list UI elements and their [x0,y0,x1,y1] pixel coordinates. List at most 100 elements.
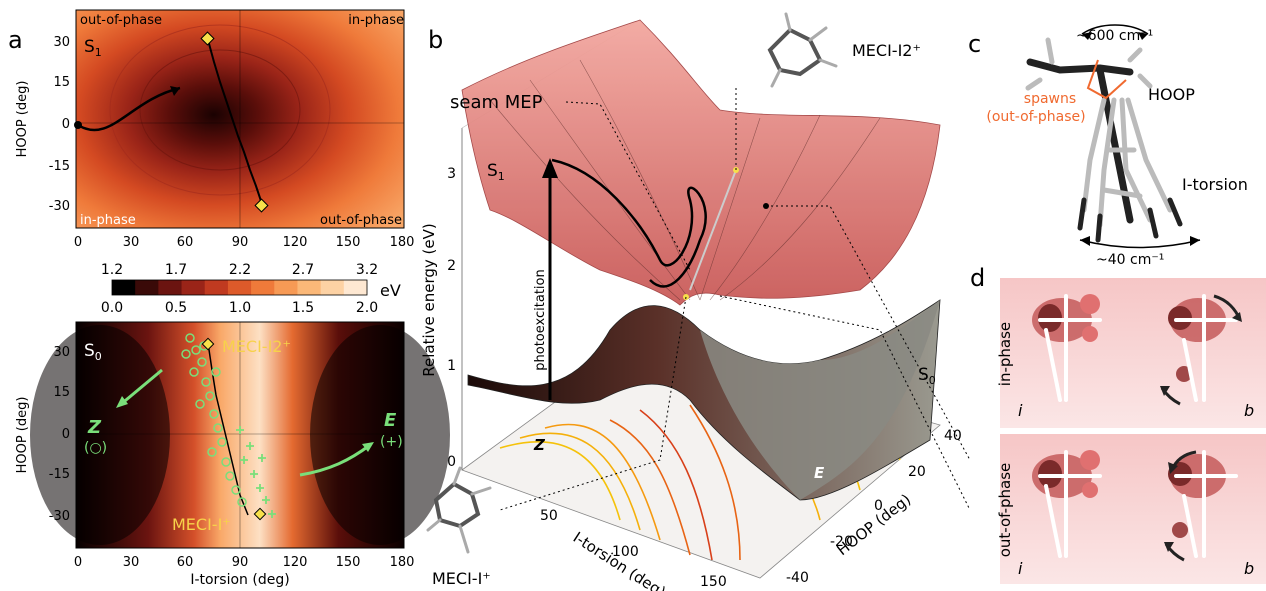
svg-text:1.7: 1.7 [165,262,187,278]
colorbar-swatch [297,280,322,295]
s1-state-label: S1 [84,37,102,59]
svg-text:0: 0 [74,555,82,570]
panel-a-bottom-yticks: 30 15 0 -15 -30 [49,345,70,524]
colorbar-unit: eV [380,281,401,300]
out-of-phase-label: out-of-phase [996,463,1014,558]
colorbar-swatch [274,280,298,295]
svg-text:-15: -15 [49,159,70,174]
svg-text:2.7: 2.7 [292,262,314,278]
svg-text:20: 20 [908,464,926,480]
seam-mep-line [689,169,737,291]
freq-low-label: ~40 cm⁻¹ [1096,252,1164,268]
meci-marker-top [200,31,215,46]
svg-text:0: 0 [874,498,883,514]
svg-text:180: 180 [390,235,415,250]
svg-text:150: 150 [336,235,361,250]
out-of-phase-orbitals [1032,450,1238,562]
svg-text:1: 1 [447,358,456,374]
svg-text:15: 15 [53,385,70,400]
colorbar-swatch [251,280,275,295]
colorbar-swatch [135,280,159,295]
out-of-phase-b-label: b [1244,559,1254,578]
svg-text:40: 40 [944,428,962,444]
meci-i2-marker [201,337,215,351]
svg-text:-40: -40 [786,570,809,586]
svg-text:150: 150 [700,574,727,590]
svg-text:1.2: 1.2 [101,262,123,278]
svg-text:30: 30 [123,555,140,570]
svg-text:150: 150 [336,555,361,570]
svg-text:2.0: 2.0 [356,300,378,316]
svg-text:0: 0 [447,454,456,470]
spawns-label: spawns [1024,91,1076,107]
panel-a-top-xticks: 0 30 60 90 120 150 180 [74,235,415,250]
seam-mep-label: seam MEP [450,92,543,113]
out-of-phase-panel [1000,434,1266,584]
trajectory-arrow [77,86,181,132]
panel-b-plot [461,19,971,579]
svg-text:100: 100 [612,544,639,560]
panel-b-yticks: 40 20 0 -20 -40 [786,428,962,586]
corner-bottom-right: out-of-phase [320,213,402,228]
meci-i-molecule [426,466,492,554]
photoexcitation-label: photoexcitation [533,269,548,370]
panel-label-b: b [428,26,443,54]
svg-text:0: 0 [74,235,82,250]
colorbar-swatch [181,280,206,295]
colorbar-swatch [204,280,229,295]
colorbar-swatch [320,280,345,295]
svg-text:-20: -20 [830,534,853,550]
svg-text:2: 2 [447,258,456,274]
panel-a-bottom-plot: S0 MECI-I2⁺ MECI-I⁺ Z (○) E (+) [30,321,450,549]
meci-i2-3d-label: MECI-I2⁺ [852,41,921,60]
s1-3d-label: S1 [487,161,505,183]
meci-i2-label: MECI-I2⁺ [222,337,291,356]
z-marker-legend: (○) [84,440,107,456]
panel-a-bottom-xlabel: I-torsion (deg) [190,572,289,588]
panel-a-top-ylabel: HOOP (deg) [15,81,30,158]
svg-text:15: 15 [53,75,70,90]
svg-text:120: 120 [283,555,308,570]
s1-seam-path [207,39,263,205]
meci-i-marker [253,507,267,521]
z-3d-label: Z [533,436,546,454]
freq-high-label: ~600 cm⁻¹ [1076,28,1153,44]
svg-text:60: 60 [177,235,194,250]
panel-a-bottom-xticks: 0 30 60 90 120 150 180 [74,555,415,570]
svg-text:1.5: 1.5 [292,300,314,316]
meci-marker-bottom [254,198,269,213]
corner-top-right: in-phase [348,13,404,28]
panel-label-d: d [970,264,985,292]
corner-top-left: out-of-phase [80,13,162,28]
svg-text:-30: -30 [49,509,70,524]
colorbar [112,280,368,295]
svg-text:-15: -15 [49,467,70,482]
in-phase-b-label: b [1244,401,1254,420]
svg-text:photoexcitation: photoexcitation [533,269,548,370]
corner-bottom-left: in-phase [80,213,136,228]
svg-text:0: 0 [62,427,70,442]
e-marker-legend: (+) [380,434,403,450]
panel-b-zlabel: Relative energy (eV) [420,223,438,377]
panel-c-molecule [1025,24,1201,249]
colorbar-swatch [343,280,368,295]
panel-label-a: a [8,26,23,54]
svg-text:120: 120 [283,235,308,250]
svg-text:50: 50 [540,508,558,524]
panel-label-c: c [968,30,981,58]
colorbar-swatch [158,280,183,295]
hoop-label: HOOP [1148,85,1195,104]
svg-text:3.2: 3.2 [356,262,378,278]
e-label: E [384,410,397,431]
trajectory-3d [551,158,707,288]
panel-a-bottom-ylabel: HOOP (deg) [15,397,30,474]
svg-text:90: 90 [232,235,249,250]
panel-a-top-yticks: 30 15 0 -15 -30 [49,35,70,214]
panel-b-zticks: 0 1 2 3 [447,166,456,470]
s0-state-label: S0 [84,341,102,363]
svg-text:1.0: 1.0 [229,300,251,316]
meci-i-label: MECI-I⁺ [172,515,231,534]
svg-text:-30: -30 [49,199,70,214]
svg-text:60: 60 [177,555,194,570]
